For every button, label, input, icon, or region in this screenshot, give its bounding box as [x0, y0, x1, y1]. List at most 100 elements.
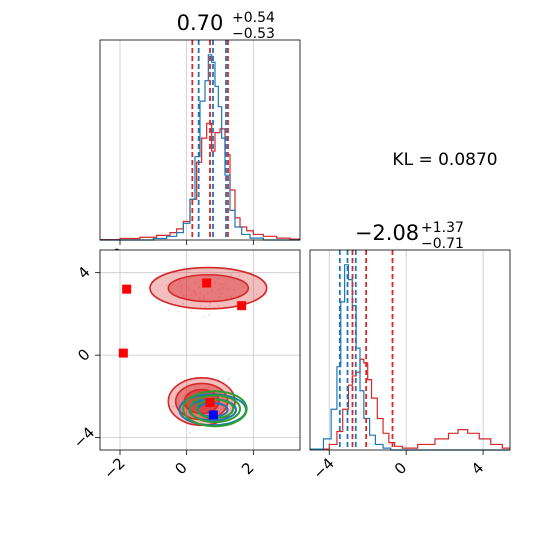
p2-sample-point	[186, 286, 189, 289]
joint-frame	[99, 249, 301, 451]
p2-sample-point	[194, 281, 196, 284]
marginal2-title-upper-error: +1.37	[421, 220, 464, 236]
p2-sample-point	[217, 289, 220, 291]
p1-red-histogram-step	[100, 122, 300, 241]
p2-sample-point	[215, 392, 217, 394]
p2-sample-point	[219, 283, 222, 285]
p2-sample-point	[203, 296, 205, 299]
marginal1-histograms	[100, 54, 300, 241]
p2-tick-label: 2	[238, 459, 257, 478]
p2-sample-point	[178, 310, 180, 313]
p2-sample-point	[227, 378, 230, 380]
p2-sample-point	[167, 309, 170, 311]
p2-sample-point	[225, 298, 228, 300]
p2-sample-point	[265, 294, 267, 296]
joint-yticks: 4 0 −4	[70, 263, 100, 452]
p2-sample-point	[211, 290, 213, 292]
p2-ytick-label: −4	[70, 423, 98, 451]
p2-sample-point	[255, 293, 258, 295]
p2-sample-point	[203, 416, 206, 419]
marginal2-grid	[328, 250, 484, 450]
p2-sample-point	[220, 292, 222, 295]
joint-xticks: −2 0 2	[100, 450, 258, 483]
p2-tick-label: 0	[171, 459, 190, 478]
p2-sample-point	[199, 304, 202, 307]
p2-red-square-marker	[237, 301, 247, 311]
p2-ytick-label: 4	[74, 263, 93, 282]
p2-sample-point	[180, 290, 182, 293]
marginal1-grid	[119, 40, 254, 240]
p2-sample-point	[182, 302, 184, 305]
p2-red-square-marker	[118, 348, 128, 358]
p2-sample-point	[203, 315, 206, 318]
marginal2-histograms	[310, 264, 510, 451]
p2-sample-point	[222, 407, 225, 409]
joint-markers	[118, 278, 247, 420]
p2-red-square-marker	[122, 284, 132, 294]
p2-sample-point	[180, 284, 183, 286]
p2-sample-point	[220, 405, 223, 407]
p2-sample-point	[198, 286, 200, 288]
p2-sample-point	[240, 264, 243, 267]
p2-sample-point	[193, 291, 196, 294]
kl-divergence-label: KL = 0.0870	[392, 150, 497, 170]
marginal1-title-lower-error: −0.53	[232, 26, 275, 42]
p2-sample-point	[188, 288, 191, 291]
p2-sample-point	[199, 297, 201, 299]
p3-tick-label: −4	[310, 454, 338, 482]
p2-sample-point	[207, 386, 210, 389]
p2-sample-point	[195, 294, 197, 296]
marginal2-title: −2.08	[355, 221, 419, 245]
p2-sample-point	[230, 408, 233, 411]
p2-sample-point	[203, 295, 205, 297]
p2-sample-point	[231, 400, 233, 402]
p2-sample-point	[213, 306, 215, 309]
p2-green-contour-level	[189, 394, 241, 424]
p2-sample-point	[204, 306, 206, 308]
p2-sample-point	[207, 413, 209, 415]
p2-sample-point	[179, 279, 181, 282]
p2-blue-square-marker	[208, 410, 218, 420]
p2-sample-point	[181, 400, 184, 403]
p2-sample-point	[217, 305, 220, 307]
p2-sample-point	[218, 296, 221, 299]
marginal1-title: 0.70	[177, 11, 224, 35]
p2-sample-point	[171, 406, 174, 408]
p2-sample-point	[232, 288, 235, 291]
p2-sample-point	[191, 294, 193, 296]
p3-red-histogram-step	[310, 358, 510, 450]
p2-green-contour-level	[182, 390, 248, 428]
p2-sample-point	[218, 411, 221, 414]
p2-red-square-marker	[205, 398, 215, 408]
p2-sample-point	[235, 403, 238, 405]
p2-sample-point	[201, 286, 203, 289]
p2-sample-point	[202, 298, 205, 301]
marginal1-frame	[99, 39, 301, 241]
marginal2-xticks: −4 0 4	[310, 450, 487, 483]
p2-sample-point	[190, 310, 193, 312]
p2-sample-point	[230, 273, 232, 276]
p2-sample-point	[230, 391, 232, 393]
marginal2-quantile-lines	[338, 250, 394, 450]
p2-sample-point	[188, 390, 191, 393]
p2-red-contour-level	[167, 273, 250, 303]
p2-sample-point	[230, 296, 232, 299]
marginal2-title-median: −2.08	[355, 221, 419, 245]
p2-sample-point	[199, 292, 201, 294]
p2-sample-point	[195, 292, 197, 294]
joint-scatter-contour-panel: −2 0 2 4 0 −4	[70, 249, 301, 483]
p3-tick-label: 0	[391, 459, 410, 478]
p2-ytick-label: 0	[74, 345, 93, 364]
p2-sample-point	[214, 282, 216, 285]
p2-sample-point	[232, 400, 235, 403]
p2-sample-point	[185, 295, 187, 297]
joint-contours	[149, 266, 268, 428]
p3-tick-label: 4	[468, 459, 487, 478]
p2-red-square-marker	[202, 278, 212, 288]
marginal-histogram-param1-panel: −202 0.70 +0.54 −0.53	[99, 10, 301, 273]
p2-sample-point	[207, 292, 209, 294]
p2-sample-point	[221, 397, 224, 399]
p2-sample-point	[243, 286, 245, 288]
p2-sample-point	[180, 285, 183, 288]
